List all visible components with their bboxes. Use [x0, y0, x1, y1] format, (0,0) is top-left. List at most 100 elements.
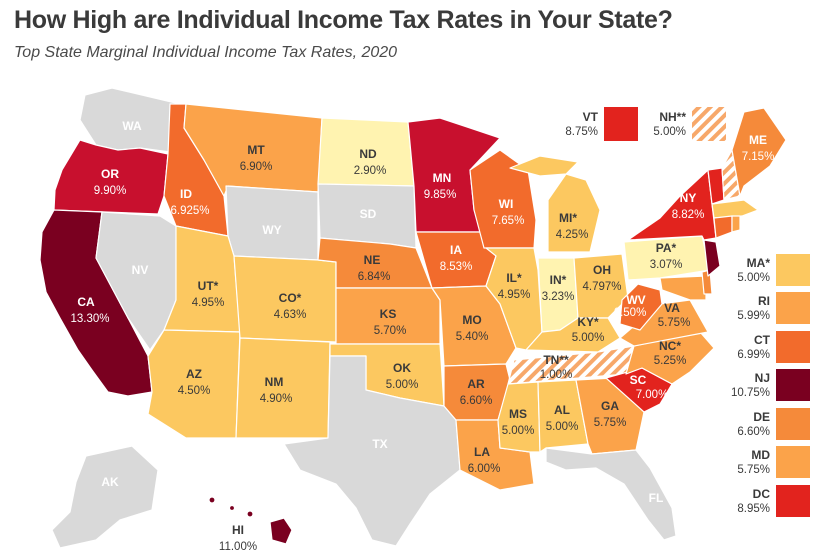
state-shape-fl	[545, 447, 677, 541]
state-shape-ma	[711, 199, 759, 219]
legend-label-nh: NH**	[659, 110, 686, 124]
state-shape-ks	[335, 287, 441, 345]
legend-swatch-ma	[776, 254, 810, 286]
state-rate-in: 3.23%	[542, 291, 575, 303]
state-label-wv: WV	[626, 293, 645, 307]
state-shape-hi-island-2	[228, 504, 236, 512]
state-label-nm: NM	[265, 375, 284, 389]
state-rate-va: 5.75%	[658, 317, 691, 329]
legend-swatch-ct	[776, 331, 810, 363]
page-subtitle: Top State Marginal Individual Income Tax…	[14, 44, 398, 61]
state-rate-ks: 5.70%	[374, 325, 407, 337]
legend-rate-ri: 5.99%	[737, 310, 770, 322]
state-rate-nc: 5.25%	[654, 355, 687, 367]
state-rate-tn: 1.00%	[540, 369, 573, 381]
state-shape-az	[147, 329, 241, 439]
state-label-ga: GA	[601, 399, 619, 413]
state-label-mi: MI*	[559, 211, 577, 225]
state-label-pa: PA*	[656, 241, 677, 255]
legend-swatch-de	[776, 408, 810, 440]
legend-label-de: DE	[753, 410, 770, 424]
state-rate-wv: 6.50%	[614, 307, 647, 319]
state-shape-hi	[269, 517, 293, 545]
state-rate-id: 6.925%	[170, 205, 209, 217]
state-shape-md	[659, 275, 707, 301]
legend-swatch-nh	[692, 107, 726, 141]
state-rate-ms: 5.00%	[502, 425, 535, 437]
state-rate-mn: 9.85%	[424, 189, 457, 201]
state-label-co: CO*	[279, 291, 302, 305]
state-rate-ny: 8.82%	[672, 209, 705, 221]
state-rate-mt: 6.90%	[240, 161, 273, 173]
state-label-al: AL	[554, 403, 570, 417]
legend-label-ri: RI	[758, 294, 770, 308]
state-rate-sc: 7.00%	[636, 389, 669, 401]
state-shape-me	[731, 107, 787, 197]
state-label-fl: FL	[649, 491, 664, 505]
state-rate-ar: 6.60%	[460, 395, 493, 407]
legend-rate-ct: 6.99%	[737, 349, 770, 361]
legend-rate-vt: 8.75%	[565, 126, 598, 138]
legend-label-nj: NJ	[755, 371, 770, 385]
state-rate-la: 6.00%	[468, 463, 501, 475]
state-label-ut: UT*	[198, 279, 219, 293]
state-shape-mi-up	[509, 155, 579, 177]
state-rate-il: 4.95%	[498, 289, 531, 301]
state-shape-hi-island-1	[208, 496, 216, 504]
state-label-ks: KS	[380, 307, 397, 321]
state-label-tx: TX	[372, 437, 387, 451]
state-shape-al	[537, 379, 589, 453]
state-label-mo: MO	[462, 313, 481, 327]
state-label-nv: NV	[132, 263, 149, 277]
state-rate-ok: 5.00%	[386, 379, 419, 391]
state-label-hi: HI	[232, 523, 244, 537]
state-rate-co: 4.63%	[274, 309, 307, 321]
state-shape-oh	[573, 253, 629, 319]
legend-label-vt: VT	[583, 110, 599, 124]
state-label-ny: NY	[680, 191, 697, 205]
legend-swatch-vt	[604, 107, 638, 141]
legend-swatch-dc	[776, 485, 810, 517]
state-label-nc: NC*	[659, 339, 681, 353]
legend-label-ma: MA*	[747, 256, 771, 270]
state-rate-mo: 5.40%	[456, 331, 489, 343]
state-label-ky: KY*	[577, 315, 599, 329]
legend-rate-nh: 5.00%	[653, 126, 686, 138]
state-rate-or: 9.90%	[94, 185, 127, 197]
legend-rate-md: 5.75%	[737, 464, 770, 476]
state-label-va: VA	[664, 301, 680, 315]
state-label-nd: ND	[359, 147, 377, 161]
legend-rate-de: 6.60%	[737, 426, 770, 438]
state-label-mn: MN	[433, 171, 452, 185]
page-title: How High are Individual Income Tax Rates…	[14, 6, 673, 34]
legend-rate-dc: 8.95%	[737, 503, 770, 515]
state-rate-nm: 4.90%	[260, 393, 293, 405]
state-rate-ca: 13.30%	[70, 313, 109, 325]
state-shape-tx	[283, 355, 461, 547]
legend-swatch-ri	[776, 292, 810, 324]
state-rate-hi: 11.00%	[219, 541, 257, 553]
state-label-il: IL*	[506, 271, 522, 285]
legend-label-ct: CT	[754, 333, 771, 347]
state-rate-ga: 5.75%	[594, 417, 627, 429]
state-label-in: IN*	[550, 273, 567, 287]
legend-label-md: MD	[751, 448, 770, 462]
top-legend: VT 8.75% NH** 5.00%	[565, 107, 726, 141]
state-label-ca: CA	[77, 295, 95, 309]
state-label-ia: IA	[450, 243, 462, 257]
legend-swatch-nj	[776, 369, 810, 401]
state-shape-ky	[525, 317, 621, 353]
state-label-sd: SD	[360, 207, 377, 221]
state-rate-ut: 4.95%	[192, 297, 225, 309]
state-label-wy: WY	[262, 223, 281, 237]
state-rate-ia: 8.53%	[440, 261, 473, 273]
state-label-or: OR	[101, 167, 119, 181]
legend-label-dc: DC	[753, 487, 771, 501]
state-label-az: AZ	[186, 367, 202, 381]
state-rate-oh: 4.797%	[582, 281, 621, 293]
legend-rate-nj: 10.75%	[731, 387, 770, 399]
state-label-ak: AK	[101, 475, 119, 489]
state-shape-ct	[713, 215, 733, 239]
state-label-wa: WA	[122, 119, 142, 133]
